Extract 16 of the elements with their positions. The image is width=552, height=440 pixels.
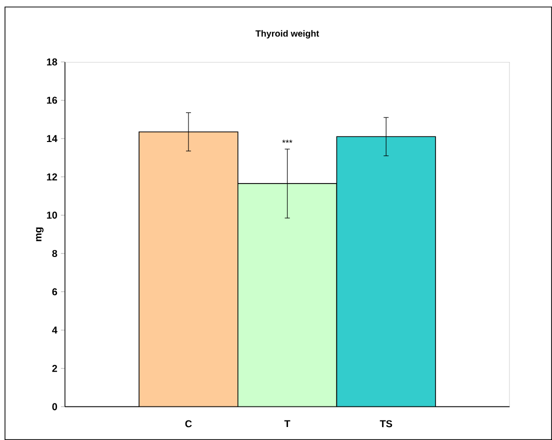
y-axis-title: mg [36,227,44,242]
y-tick-label: 12 [46,173,58,180]
y-tick-label: 0 [52,403,58,410]
y-tick-label: 16 [46,96,58,104]
y-tick-label: 10 [46,212,58,219]
y-tick-label: 2 [52,364,58,372]
y-tick-label: 6 [52,288,58,296]
x-tick-label: TS [380,420,392,428]
x-tick-label: T [284,420,290,428]
chart-title: Thyroid weight [256,30,320,38]
annotation: *** [282,140,292,143]
y-tick-label: 8 [52,250,58,257]
x-tick-label: C [185,420,192,428]
y-tick-label: 18 [46,58,58,66]
y-tick-label: 4 [52,326,58,334]
y-tick-label: 14 [46,135,58,142]
